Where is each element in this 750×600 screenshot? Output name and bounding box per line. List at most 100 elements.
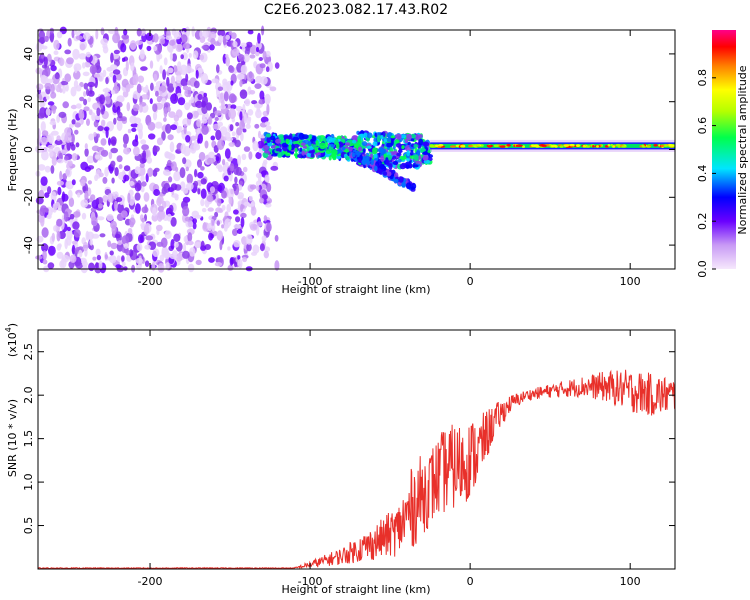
spectrogram-noise-blob: [240, 64, 248, 74]
colorbar-ticks: 0.0 0.2 0.4 0.6 0.8: [696, 69, 716, 278]
spectrogram-noise-blob: [241, 236, 248, 245]
spectrogram-noise-blob: [168, 204, 174, 213]
spectrogram-band-blob: [366, 132, 373, 139]
spectrogram-noise-blob: [250, 206, 257, 216]
spectrogram-y-tick-label: 40: [22, 47, 35, 61]
spectrogram-noise-blob: [84, 190, 89, 202]
spectrogram-noise-blob: [169, 52, 173, 61]
spectrogram-noise-blob: [75, 35, 83, 41]
spectrogram-noise-blob: [55, 202, 60, 209]
spectrogram-band-blob: [418, 134, 423, 139]
spectrogram-noise-blob: [221, 99, 225, 110]
spectrogram-noise-blob: [169, 254, 178, 260]
spectrogram-noise-blob: [107, 193, 114, 203]
spectrogram-band-blob: [263, 145, 269, 151]
spectrogram-noise-blob: [121, 255, 125, 262]
spectrogram-noise-blob: [228, 65, 235, 73]
spectrogram-noise-blob: [137, 75, 145, 83]
spectrogram-noise-blob: [136, 83, 142, 94]
spectrogram-noise-blob: [146, 156, 153, 164]
spectrogram-noise-blob: [198, 151, 206, 161]
spectrogram-noise-blob: [123, 243, 129, 249]
spectrogram-noise-blob: [259, 243, 265, 252]
spectrogram-noise-blob: [71, 119, 76, 125]
spectrogram-noise-blob: [40, 216, 45, 227]
spectrogram-noise-blob: [232, 40, 238, 48]
signal-peak-blob: [592, 145, 595, 148]
spectrogram-noise-blob: [240, 212, 247, 219]
spectrogram-noise-blob: [226, 137, 234, 142]
signal-peak-blob: [438, 144, 444, 147]
spectrogram-noise-blob: [162, 169, 171, 176]
spectrogram-noise-blob: [215, 156, 220, 162]
spectrogram-noise-blob: [47, 78, 54, 84]
spectrogram-noise-blob: [170, 75, 175, 86]
spectrogram-noise-blob: [97, 203, 103, 209]
spectrogram-noise-blob: [70, 144, 76, 151]
spectrogram-noise-blob: [233, 224, 242, 229]
spectrogram-noise-blob: [234, 139, 241, 148]
spectrogram-noise-blob: [45, 108, 51, 116]
spectrogram-noise-blob: [112, 33, 121, 44]
spectrogram-noise-blob: [239, 180, 244, 186]
spectrogram-noise-blob: [59, 170, 63, 181]
spectrogram-noise-blob: [127, 192, 131, 204]
snr-y-multiplier-base: (x10: [6, 332, 19, 357]
spectrogram-noise-blob: [91, 145, 100, 152]
signal-peak-blob: [607, 144, 611, 147]
spectrogram-band-blob: [401, 145, 405, 150]
spectrogram-noise-blob: [215, 129, 222, 141]
spectrogram-noise-blob: [254, 123, 260, 129]
spectrogram-noise-blob: [40, 52, 45, 59]
spectrogram-branch-blob: [348, 146, 354, 152]
spectrogram-noise-blob: [195, 100, 203, 108]
spectrogram-noise-blob: [200, 198, 205, 207]
colorbar: 0.0 0.2 0.4 0.6 0.8 Normalized spectral ampl…: [696, 30, 749, 278]
spectrogram-band-blob: [410, 133, 416, 139]
spectrogram-noise-blob: [201, 125, 209, 135]
spectrogram-noise-blob: [216, 230, 224, 241]
spectrogram-noise-blob: [233, 240, 241, 248]
spectrogram-noise-blob: [40, 176, 48, 187]
spectrogram-band-blob: [421, 148, 426, 152]
snr-x-tick-label: 100: [620, 575, 641, 588]
spectrogram-noise-blob: [246, 71, 255, 83]
spectrogram-noise-blob: [42, 259, 48, 265]
spectrogram-noise-blob: [138, 234, 144, 244]
spectrogram-noise-blob: [96, 254, 102, 261]
spectrogram-noise-blob: [171, 161, 177, 172]
spectrogram-band-blob: [395, 133, 402, 140]
spectrogram-noise-blob: [153, 33, 159, 43]
spectrogram-noise-blob: [47, 262, 55, 269]
spectrogram-noise-blob: [180, 54, 184, 60]
spectrogram-noise-blob: [48, 245, 56, 256]
spectrogram-band-blob: [275, 138, 281, 144]
spectrogram-noise-blob: [200, 178, 207, 185]
snr-y-label: SNR (10 * v/v): [6, 399, 19, 477]
colorbar-tick-label: 0.6: [696, 117, 709, 135]
spectrogram-noise-blob: [63, 211, 69, 223]
spectrogram-noise-blob: [42, 250, 47, 261]
spectrogram-noise-blob: [122, 261, 126, 267]
signal-peak-blob: [615, 143, 621, 147]
spectrogram-noise-blob: [214, 110, 222, 116]
spectrogram-noise-blob: [93, 131, 97, 137]
spectrogram-noise-blob: [182, 85, 189, 91]
spectrogram-noise-blob: [74, 122, 81, 128]
spectrogram-noise-blob: [249, 223, 258, 231]
spectrogram-noise-blob: [41, 149, 49, 161]
spectrogram-noise-blob: [71, 240, 78, 245]
spectrogram-noise-blob: [199, 30, 203, 38]
spectrogram-noise-blob: [50, 165, 55, 174]
spectrogram-noise-blob: [66, 140, 71, 151]
spectrogram-noise-blob: [214, 262, 223, 267]
spectrogram-noise-blob: [67, 160, 73, 167]
spectrogram-noise-blob: [108, 29, 117, 35]
spectrogram-noise-blob: [228, 93, 237, 104]
spectrogram-noise-blob: [195, 69, 199, 79]
spectrogram-band-blob: [320, 152, 326, 156]
spectrogram-band-blob: [292, 136, 300, 141]
spectrogram-noise-blob: [165, 152, 173, 159]
spectrogram-noise-blob: [260, 116, 269, 124]
snr-y-tick-label: 1.0: [22, 473, 35, 491]
